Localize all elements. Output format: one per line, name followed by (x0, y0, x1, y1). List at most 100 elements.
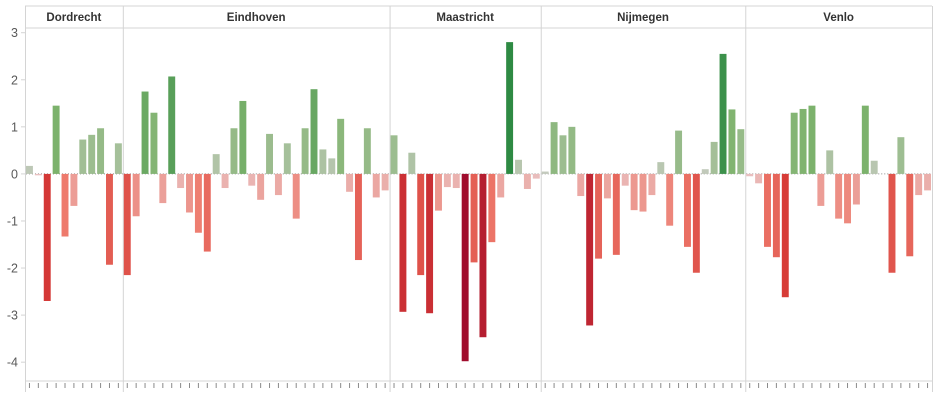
bar-nijmegen-23[interactable] (737, 129, 745, 174)
bar-nijmegen-12[interactable] (639, 173, 647, 212)
bar-nijmegen-15[interactable] (666, 173, 674, 226)
bar-maastricht-9[interactable] (461, 173, 469, 362)
bar-venlo-12[interactable] (844, 173, 851, 224)
bar-nijmegen-8[interactable] (603, 173, 611, 199)
bar-venlo-15[interactable] (870, 160, 878, 174)
bar-maastricht-2[interactable] (399, 173, 407, 312)
bar-venlo-18[interactable] (897, 137, 905, 174)
bar-nijmegen-3[interactable] (559, 135, 567, 174)
bar-eindhoven-3[interactable] (141, 91, 149, 174)
bar-nijmegen-17[interactable] (683, 173, 691, 247)
bar-venlo-6[interactable] (790, 112, 798, 174)
bar-eindhoven-22[interactable] (310, 89, 318, 174)
bar-eindhoven-17[interactable] (266, 133, 274, 174)
bar-venlo-1[interactable] (746, 173, 754, 177)
bar-dordrecht-5[interactable] (61, 173, 69, 237)
bar-eindhoven-13[interactable] (230, 128, 238, 174)
bar-eindhoven-30[interactable] (381, 173, 389, 191)
bar-maastricht-14[interactable] (506, 42, 514, 174)
bar-eindhoven-11[interactable] (212, 154, 220, 174)
bar-venlo-2[interactable] (755, 173, 763, 184)
bar-nijmegen-16[interactable] (675, 130, 683, 174)
bar-maastricht-11[interactable] (479, 173, 487, 338)
bar-eindhoven-29[interactable] (372, 173, 380, 198)
bar-eindhoven-7[interactable] (177, 173, 185, 189)
bar-maastricht-13[interactable] (497, 173, 505, 198)
bar-maastricht-15[interactable] (515, 159, 522, 174)
bar-eindhoven-9[interactable] (194, 173, 202, 233)
bar-venlo-10[interactable] (826, 150, 834, 174)
bar-dordrecht-11[interactable] (114, 143, 122, 174)
bar-nijmegen-19[interactable] (701, 169, 709, 174)
bar-nijmegen-1[interactable] (541, 171, 549, 174)
bar-dordrecht-6[interactable] (70, 173, 78, 206)
bar-eindhoven-8[interactable] (186, 173, 193, 213)
bar-venlo-19[interactable] (906, 173, 914, 257)
bar-nijmegen-13[interactable] (648, 173, 656, 196)
bar-venlo-9[interactable] (817, 173, 825, 206)
bar-nijmegen-5[interactable] (577, 173, 585, 197)
bar-eindhoven-10[interactable] (203, 173, 211, 252)
bar-eindhoven-20[interactable] (292, 173, 300, 219)
bar-eindhoven-23[interactable] (319, 149, 327, 174)
bar-dordrecht-3[interactable] (43, 173, 51, 301)
bar-eindhoven-26[interactable] (346, 173, 354, 192)
bar-eindhoven-5[interactable] (159, 173, 167, 204)
bar-nijmegen-11[interactable] (630, 173, 638, 211)
bar-dordrecht-1[interactable] (25, 165, 33, 174)
bar-eindhoven-2[interactable] (132, 173, 140, 217)
bar-eindhoven-16[interactable] (257, 173, 265, 200)
bar-dordrecht-9[interactable] (97, 128, 105, 174)
bar-nijmegen-22[interactable] (728, 109, 736, 174)
bar-maastricht-10[interactable] (470, 173, 478, 263)
bar-dordrecht-10[interactable] (106, 173, 113, 265)
bar-nijmegen-21[interactable] (719, 53, 727, 174)
bar-venlo-21[interactable] (924, 173, 932, 191)
bar-eindhoven-24[interactable] (328, 158, 336, 174)
bar-venlo-8[interactable] (808, 105, 816, 174)
bar-eindhoven-12[interactable] (221, 173, 229, 189)
bar-maastricht-3[interactable] (408, 152, 416, 174)
bar-venlo-5[interactable] (781, 173, 789, 298)
bar-venlo-13[interactable] (852, 173, 860, 205)
bar-eindhoven-19[interactable] (283, 143, 291, 174)
bar-maastricht-12[interactable] (488, 173, 496, 243)
bar-dordrecht-8[interactable] (88, 134, 96, 174)
bar-maastricht-5[interactable] (426, 173, 434, 314)
bar-maastricht-1[interactable] (390, 135, 398, 174)
bar-eindhoven-1[interactable] (123, 173, 131, 276)
bar-nijmegen-10[interactable] (621, 173, 629, 186)
bar-eindhoven-25[interactable] (337, 118, 345, 174)
bar-eindhoven-21[interactable] (301, 128, 309, 174)
bar-venlo-4[interactable] (772, 173, 780, 258)
bar-nijmegen-14[interactable] (657, 162, 665, 174)
bar-maastricht-7[interactable] (443, 173, 451, 188)
bar-venlo-11[interactable] (835, 173, 843, 219)
bar-dordrecht-4[interactable] (52, 105, 60, 174)
bar-eindhoven-14[interactable] (239, 100, 247, 174)
bar-dordrecht-7[interactable] (79, 139, 87, 174)
bar-eindhoven-4[interactable] (150, 112, 158, 174)
bar-nijmegen-20[interactable] (710, 141, 718, 174)
bar-eindhoven-6[interactable] (168, 76, 176, 174)
bar-nijmegen-18[interactable] (692, 173, 700, 273)
bar-nijmegen-9[interactable] (612, 173, 620, 255)
bar-eindhoven-27[interactable] (354, 173, 362, 261)
bar-maastricht-16[interactable] (523, 173, 531, 189)
bar-venlo-14[interactable] (861, 105, 869, 174)
bar-eindhoven-18[interactable] (274, 173, 282, 196)
bar-venlo-20[interactable] (915, 173, 923, 196)
bar-nijmegen-4[interactable] (568, 126, 576, 174)
bar-eindhoven-28[interactable] (363, 128, 371, 174)
bar-maastricht-17[interactable] (532, 173, 540, 179)
bar-maastricht-4[interactable] (417, 173, 425, 276)
bar-dordrecht-2[interactable] (34, 173, 42, 176)
bar-maastricht-6[interactable] (435, 173, 442, 211)
bar-eindhoven-15[interactable] (248, 173, 256, 186)
bar-maastricht-8[interactable] (452, 173, 460, 189)
bar-nijmegen-6[interactable] (586, 173, 594, 326)
bar-nijmegen-7[interactable] (595, 173, 603, 259)
bar-venlo-7[interactable] (799, 108, 807, 174)
bar-nijmegen-2[interactable] (550, 122, 558, 174)
bar-venlo-17[interactable] (888, 173, 896, 273)
